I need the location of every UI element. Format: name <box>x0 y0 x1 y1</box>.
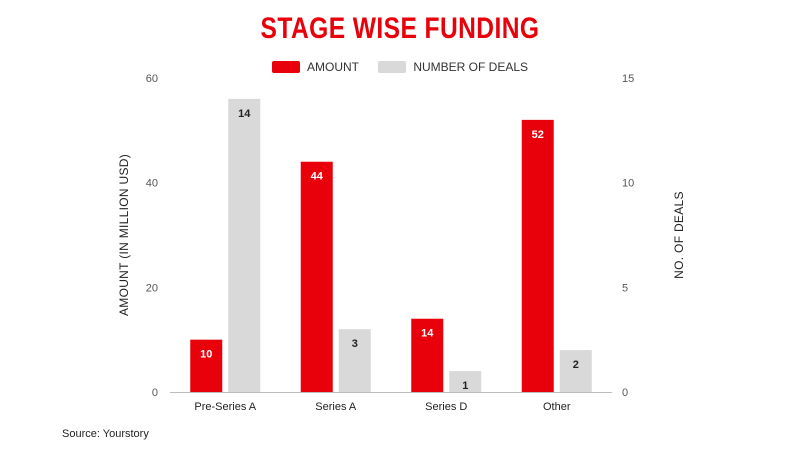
legend-label-deals: NUMBER OF DEALS <box>413 60 529 74</box>
bar-amount <box>300 161 333 392</box>
y-tick-label: 60 <box>146 73 158 85</box>
bar-amount <box>521 119 554 392</box>
data-label-amount: 52 <box>532 129 544 141</box>
y2-tick-label: 0 <box>622 387 628 399</box>
legend-swatch-deals <box>378 61 407 73</box>
x-tick-label: Pre-Series A <box>194 401 256 413</box>
y-tick-label: 20 <box>146 282 158 294</box>
data-label-deals: 1 <box>462 380 468 392</box>
source-note: Source: Yourstory <box>62 428 149 440</box>
y2-tick-label: 10 <box>622 178 634 190</box>
y-axis-title: AMOUNT (IN MILLION USD) <box>117 154 131 316</box>
bar-deals <box>559 350 592 392</box>
bar-deals <box>449 371 482 392</box>
chart-title: STAGE WISE FUNDING <box>260 12 540 45</box>
x-tick-label: Series A <box>315 401 357 413</box>
bar-amount <box>411 318 444 392</box>
x-tick-label: Series D <box>425 401 467 413</box>
data-label-amount: 14 <box>421 328 434 340</box>
data-label-amount: 44 <box>311 171 324 183</box>
data-label-deals: 3 <box>352 338 358 350</box>
bar-amount <box>190 339 223 392</box>
legend-item-deals: NUMBER OF DEALS <box>378 60 528 74</box>
x-tick-label: Other <box>543 401 571 413</box>
bar-deals <box>228 98 261 392</box>
data-label-deals: 2 <box>573 359 579 371</box>
y2-tick-label: 15 <box>622 73 634 85</box>
y-tick-label: 0 <box>152 387 158 399</box>
legend-item-amount: AMOUNT <box>271 60 359 74</box>
legend-swatch-amount <box>271 61 300 73</box>
y2-tick-label: 5 <box>622 282 628 294</box>
y-tick-label: 40 <box>146 178 158 190</box>
bar-deals <box>338 329 371 392</box>
legend: AMOUNT NUMBER OF DEALS <box>0 60 800 76</box>
data-label-amount: 10 <box>200 349 212 361</box>
data-label-deals: 14 <box>238 108 251 120</box>
legend-label-amount: AMOUNT <box>306 60 359 74</box>
y2-axis-title: NO. OF DEALS <box>672 191 686 279</box>
